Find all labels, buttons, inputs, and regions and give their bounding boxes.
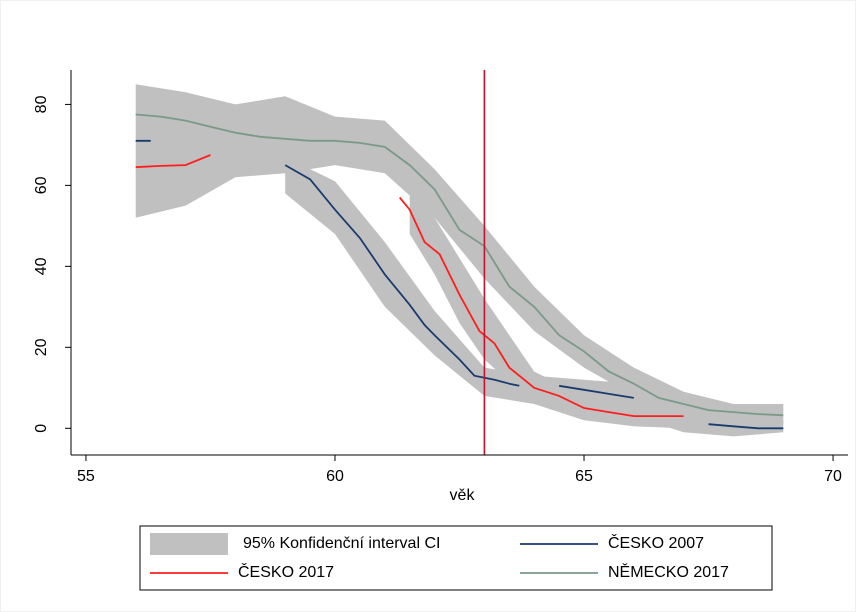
series-line bbox=[135, 154, 684, 417]
legend-box bbox=[139, 525, 773, 591]
y-tick-label: 0 bbox=[33, 424, 50, 433]
x-tick-label: 55 bbox=[77, 468, 95, 485]
x-axis-label: věk bbox=[450, 487, 476, 504]
series-line bbox=[135, 113, 784, 417]
y-tick-label: 80 bbox=[33, 95, 50, 113]
series-line bbox=[135, 139, 784, 430]
legend-label: NĚMECKO 2017 bbox=[608, 562, 729, 581]
y-tick-label: 20 bbox=[33, 338, 50, 356]
x-tick-label: 60 bbox=[326, 468, 344, 485]
y-tick-label: 40 bbox=[33, 257, 50, 275]
legend-label: 95% Konfidenční interval CI bbox=[243, 535, 440, 552]
x-tick-label: 70 bbox=[824, 468, 842, 485]
x-tick-label: 65 bbox=[575, 468, 593, 485]
y-tick-label: 60 bbox=[33, 176, 50, 194]
legend-label: ČESKO 2007 bbox=[608, 533, 704, 552]
legend-swatch bbox=[150, 533, 228, 555]
legend-label: ČESKO 2017 bbox=[238, 562, 334, 581]
